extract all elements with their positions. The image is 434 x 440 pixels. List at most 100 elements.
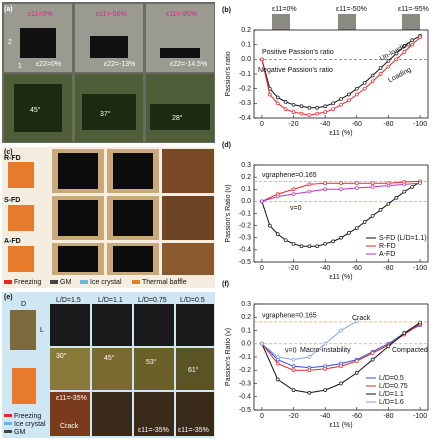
data-point: [386, 344, 391, 349]
data-point: [410, 42, 415, 47]
legend-label: GM: [60, 279, 71, 286]
ratio-label: L/D=0.5: [180, 297, 205, 304]
data-point: [362, 86, 367, 91]
data-point: [339, 381, 343, 386]
legend-swatch: [50, 280, 58, 284]
axis-label: 2: [8, 39, 12, 46]
data-point: [386, 58, 391, 63]
data-point: [339, 187, 343, 192]
photo: [146, 4, 214, 72]
x-tick-label: -40: [320, 121, 330, 128]
legend-label: R-FD: [379, 243, 396, 250]
x-tick-label: 0: [260, 121, 264, 128]
sample: [82, 94, 136, 130]
x-tick-label: -20: [288, 121, 298, 128]
data-point: [299, 244, 304, 249]
data-point: [402, 50, 407, 54]
legend-label: Ice crystal: [14, 421, 46, 428]
legend-label: S-FD (L/D=1.1): [379, 235, 427, 242]
x-tick-label: -40: [320, 413, 330, 420]
series-line: [261, 320, 358, 361]
sample-sketch: [10, 310, 36, 350]
legend-label: L/D=1.1: [379, 391, 404, 398]
data-point: [339, 235, 343, 240]
data-point: [402, 182, 407, 187]
ratio-label: L/D=0.75: [138, 297, 167, 304]
data-point: [323, 187, 328, 192]
x-tick-label: -80: [383, 265, 393, 272]
data-point: [354, 226, 359, 230]
photo: [50, 392, 90, 436]
strain-label: ε11=-35%: [178, 427, 209, 434]
x-axis-label: ε11 (%): [329, 130, 352, 137]
annotation: ε11=0%: [272, 6, 297, 13]
strain-label: ε11=-95%: [166, 11, 197, 18]
data-point: [339, 181, 343, 186]
photos: [50, 304, 214, 436]
sample: [14, 84, 62, 132]
data-point: [307, 368, 312, 373]
data-point: [362, 80, 367, 85]
y-tick-label: -0.3: [239, 235, 251, 242]
legend-label: GM: [14, 429, 25, 436]
data-point: [275, 95, 280, 100]
data-point: [275, 361, 280, 366]
y-tick-label: -0.1: [239, 354, 251, 361]
legend-swatch: [4, 280, 12, 284]
y-tick-label: 0.0: [241, 341, 251, 348]
mold: [8, 205, 34, 231]
data-point: [323, 341, 328, 346]
annotation: Crack: [352, 315, 371, 322]
ratio-label: L/D=1.1: [98, 297, 123, 304]
y-tick-label: -0.5: [239, 259, 251, 266]
sample: [150, 104, 210, 130]
data-point: [291, 364, 296, 369]
y-tick-label: 0.2: [241, 314, 251, 321]
data-point: [370, 181, 375, 186]
sample: [20, 28, 56, 58]
row-label: R-FD: [4, 155, 21, 162]
legend-swatch: [4, 422, 12, 425]
strain-label: ε11=-50%: [96, 11, 127, 18]
data-point: [299, 111, 304, 116]
sem: [162, 243, 214, 275]
annotation: ε11=-95%: [398, 6, 429, 13]
inset-photo: [272, 14, 290, 30]
annotation: Compacted: [392, 347, 428, 354]
sem: [162, 196, 214, 240]
reference-label: ν=0: [290, 205, 302, 212]
data-point: [260, 341, 264, 346]
panel-e: (e) D L L/D=1.5 L/D=1.1 L/D=0.75 L/D=0.5…: [2, 292, 215, 438]
y-tick-label: 0.1: [241, 186, 251, 193]
data-point: [331, 101, 335, 106]
axis-label: 1: [18, 63, 22, 70]
data-point: [354, 92, 359, 97]
data-point: [307, 355, 312, 359]
data-point: [347, 92, 351, 97]
angle-label: 30°: [56, 352, 67, 360]
sample: [160, 48, 200, 58]
photo: [176, 348, 214, 390]
data-point: [323, 388, 328, 392]
data-point: [394, 51, 399, 56]
data-point: [275, 377, 280, 382]
y-tick-label: -0.2: [239, 86, 251, 93]
data-point: [267, 92, 272, 97]
data-point: [307, 182, 312, 187]
mold: [12, 368, 36, 404]
x-tick-label: -60: [352, 121, 362, 128]
panel-label: (e): [4, 294, 13, 301]
x-tick-label: 0: [260, 265, 264, 272]
x-tick-label: -20: [288, 265, 298, 272]
y-tick-label: 0.1: [241, 42, 251, 49]
data-point: [378, 66, 383, 70]
y-tick-label: -0.4: [239, 247, 251, 254]
y-tick-label: -0.4: [239, 394, 251, 401]
photo: [134, 392, 174, 436]
data-point: [402, 44, 407, 48]
annotation: Positive Passion's ratio: [262, 49, 334, 56]
data-point: [291, 110, 296, 114]
legend-label: Freezing: [14, 279, 41, 286]
panel-c: (c) R-FD S-FD A-FD Freezing GM Ice cryst…: [2, 147, 215, 288]
